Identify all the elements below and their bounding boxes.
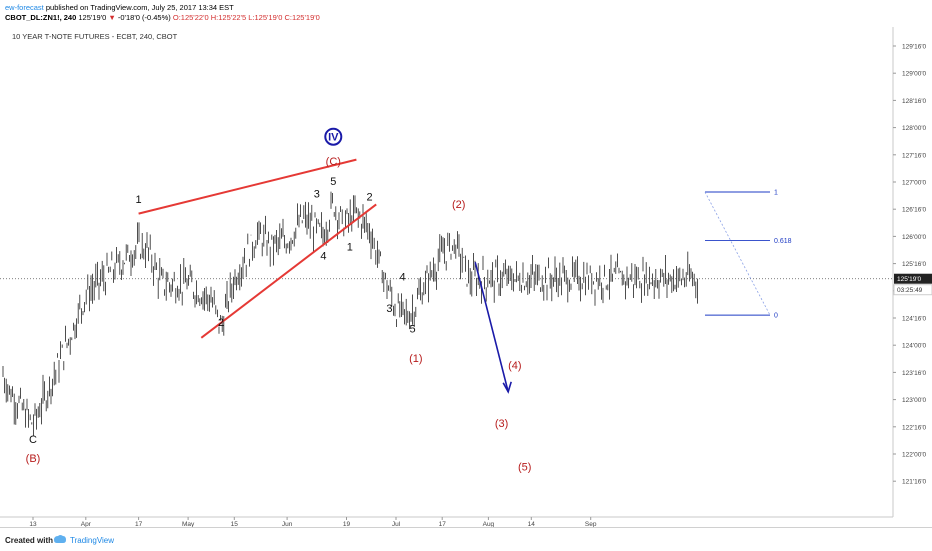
publish-header: ew-forecast published on TradingView.com… <box>0 0 932 24</box>
footer: Created with TradingView <box>0 527 932 551</box>
y-tick-label: 129'16'0 <box>902 44 927 51</box>
published-text: published on TradingView.com, July 25, 2… <box>45 3 234 12</box>
wave-label: (2) <box>452 199 465 211</box>
wave-label: 4 <box>320 251 326 263</box>
wedge-trendline <box>138 158 357 215</box>
y-tick-label: 128'16'0 <box>902 98 927 105</box>
wave-label: (C) <box>326 156 341 168</box>
symbol-line: CBOT_DL:ZN1!, 240 125'19'0 ▼ -0'18'0 (-0… <box>5 13 320 22</box>
y-tick-label: 127'16'0 <box>902 152 927 159</box>
projection-arrow-line <box>474 262 509 392</box>
wave-label: C <box>29 434 37 446</box>
y-tick-label: 129'00'0 <box>902 71 927 78</box>
last-price: 125'19'0 <box>78 13 107 22</box>
y-tick-label: 122'00'0 <box>902 452 927 459</box>
wave-label: 5 <box>409 323 415 335</box>
x-tick-label: May <box>182 521 195 527</box>
publish-line: ew-forecast published on TradingView.com… <box>5 3 234 12</box>
wave-label: (3) <box>495 418 508 430</box>
tradingview-brand[interactable]: TradingView <box>70 536 115 545</box>
fib-level-label: 1 <box>774 190 778 197</box>
y-tick-label: 123'00'0 <box>902 397 927 404</box>
wave-label: 1 <box>136 194 142 206</box>
wave-label: (5) <box>518 462 531 474</box>
tradingview-logo-icon <box>54 535 66 543</box>
created-with-text: Created with <box>5 536 54 545</box>
wedge-trendline <box>200 203 377 339</box>
y-tick-label: 127'00'0 <box>902 180 927 187</box>
wave-label: 1 <box>347 241 353 253</box>
wave-label: IV <box>328 132 339 144</box>
y-tick-label: 125'16'0 <box>902 261 927 268</box>
current-price-badge <box>894 273 932 284</box>
y-tick-label: 124'00'0 <box>902 343 927 350</box>
wave-label: 2 <box>218 317 224 329</box>
ohlc-values: O:125'22'0 H:125'22'5 L:125'19'0 C:125'1… <box>172 13 320 22</box>
fib-level-label: 0 <box>774 313 778 320</box>
wave-label: (4) <box>508 360 521 372</box>
y-tick-label: 126'00'0 <box>902 234 927 241</box>
y-tick-label: 128'00'0 <box>902 125 927 132</box>
wave-label: 5 <box>330 176 336 188</box>
wave-iv-circle <box>324 127 343 146</box>
x-tick-label: Apr <box>81 521 92 527</box>
x-tick-label: 13 <box>29 521 37 527</box>
countdown-label: 03:25:49 <box>897 287 923 294</box>
x-tick-label: Jun <box>282 521 293 527</box>
price-chart[interactable]: 129'16'0 129'00'0 128'16'0 128'00'0 127'16'0… <box>0 27 932 527</box>
wave-label: (1) <box>409 353 422 365</box>
price-change: -0'18'0 (-0.45%) <box>117 13 171 22</box>
x-tick-label: Aug <box>483 521 495 527</box>
x-tick-label: 19 <box>343 521 351 527</box>
projection-arrowhead <box>502 381 512 394</box>
y-tick-label: 123'16'0 <box>902 370 927 377</box>
x-tick-label: Sep <box>585 521 597 527</box>
fib-level-label: 0.618 <box>774 238 792 245</box>
wave-label: 4 <box>400 272 406 284</box>
x-tick-label: 14 <box>528 521 536 527</box>
down-arrow-icon: ▼ <box>108 13 116 22</box>
y-tick-label: 121'16'0 <box>902 479 927 486</box>
wave-label: 2 <box>367 192 373 204</box>
current-price-label: 125'19'0 <box>897 276 922 283</box>
author-link[interactable]: ew-forecast <box>5 3 44 12</box>
wave-label: 3 <box>386 303 392 315</box>
chart-title: 10 YEAR T-NOTE FUTURES - ECBT, 240, CBOT <box>12 32 178 41</box>
x-tick-label: 17 <box>439 521 447 527</box>
x-tick-label: Jul <box>392 521 401 527</box>
fib-diagonal <box>704 191 771 316</box>
x-tick-label: 15 <box>231 521 239 527</box>
countdown-badge <box>893 284 932 296</box>
y-tick-label: 124'16'0 <box>902 316 927 323</box>
x-tick-label: 17 <box>135 521 143 527</box>
y-tick-label: 126'16'0 <box>902 207 927 214</box>
wave-label: (B) <box>26 453 41 465</box>
wave-label: 3 <box>314 188 320 200</box>
symbol-name: CBOT_DL:ZN1!, 240 <box>5 13 77 22</box>
y-tick-label: 122'16'0 <box>902 424 927 431</box>
